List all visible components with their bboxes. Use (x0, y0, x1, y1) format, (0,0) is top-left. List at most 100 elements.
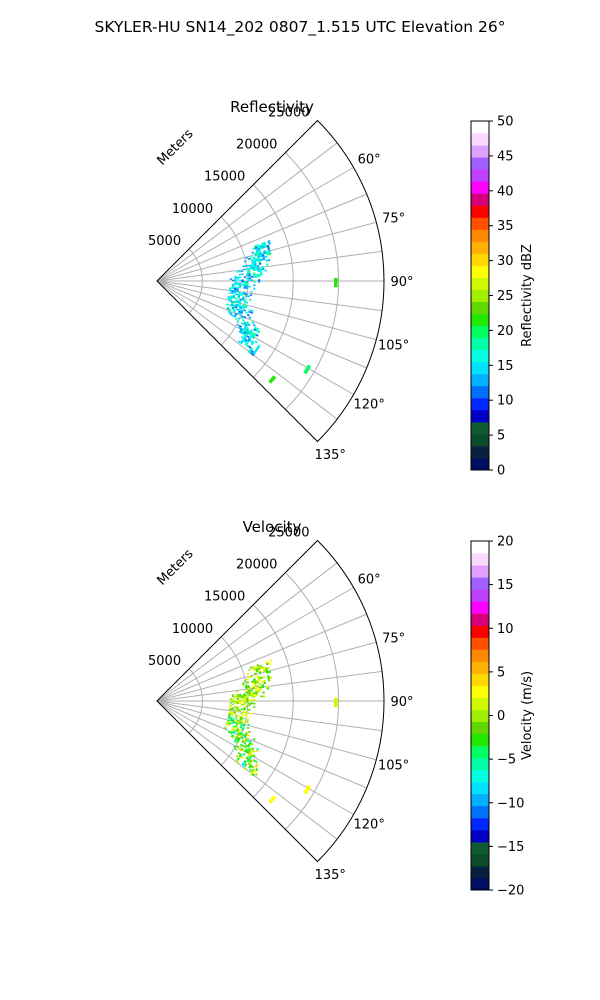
echo-gate (229, 288, 232, 291)
colorbar-step (471, 349, 489, 363)
echo-gate (231, 287, 235, 290)
echo-gate (234, 716, 238, 719)
echo-gate (236, 701, 240, 703)
echo-gate (255, 668, 259, 671)
echo-gate (263, 251, 267, 255)
echo-gate (234, 297, 238, 300)
echo-gate (255, 670, 259, 673)
echo-gate (255, 329, 259, 333)
echo-gate (239, 753, 243, 756)
echo-gate (249, 764, 253, 768)
echo-gate (229, 719, 233, 722)
echo-gate (241, 273, 244, 276)
echo-gate (241, 338, 245, 342)
echo-gate (247, 684, 250, 687)
echo-gate (238, 695, 242, 697)
echo-gate (246, 331, 250, 334)
echo-gate (266, 244, 270, 248)
echo-gate (240, 270, 244, 273)
echo-gate (252, 351, 256, 355)
echo-gate (235, 714, 238, 717)
echo-gate (235, 736, 239, 739)
echo-gate (258, 671, 262, 674)
colorbar-step (471, 673, 489, 686)
echo-gate (254, 246, 258, 250)
echo-gate (229, 300, 232, 303)
echo-gate (238, 285, 242, 287)
echo-gate (242, 333, 246, 336)
azimuth-tick-label: 90° (390, 275, 413, 290)
echo-gate (237, 747, 241, 751)
echo-gate (256, 684, 260, 687)
echo-gate (256, 327, 260, 331)
echo-gate (243, 309, 247, 312)
echo-gate (249, 351, 253, 355)
echo-gate (231, 721, 235, 723)
echo-gate (237, 295, 241, 298)
colorbar-tick-label: 25 (497, 289, 514, 304)
colorbar-tick-label: 10 (497, 622, 514, 637)
echo-gate (257, 677, 261, 680)
echo-gate (225, 723, 229, 726)
echo-gate (257, 273, 261, 276)
echo-gate (231, 734, 235, 737)
colorbar-step (471, 121, 489, 134)
colorbar-tick-label: 50 (497, 115, 514, 130)
echo-gate (244, 749, 248, 753)
echo-gate (266, 675, 270, 678)
azimuth-gridline (156, 280, 354, 395)
echo-gate (245, 694, 249, 697)
echo-gate (248, 668, 251, 672)
echo-gate (249, 675, 253, 678)
echo-gate (234, 702, 237, 704)
echo-gate (262, 695, 265, 698)
echo-gate (232, 725, 236, 728)
echo-gate (256, 346, 260, 350)
echo-gate (249, 264, 253, 267)
echo-gate (247, 676, 251, 679)
echo-gate (261, 267, 265, 270)
echo-gate (245, 757, 249, 760)
echo-gate (233, 721, 237, 724)
colorbar-step (471, 421, 489, 435)
echo-gate (229, 313, 232, 316)
azimuth-tick-label: 75° (382, 212, 405, 227)
colorbar-step (471, 625, 489, 638)
echo-gate (231, 291, 234, 294)
echo-gate (246, 755, 250, 759)
echo-gate (245, 332, 249, 336)
echo-gate (247, 686, 250, 689)
echo-gate (236, 287, 239, 290)
echo-gate (233, 287, 237, 290)
echo-gate (250, 694, 254, 697)
colorbar-tick-label: −15 (497, 840, 524, 855)
echo-gate (228, 289, 232, 292)
echo-gate (233, 729, 237, 732)
echo-gate (255, 690, 258, 693)
colorbar-step (471, 397, 489, 411)
echo-gate (226, 722, 229, 725)
echo-gate (229, 297, 233, 300)
echo-gate (231, 314, 235, 317)
echo-gate (230, 716, 233, 719)
echo-gate (248, 691, 251, 694)
echo-gate (238, 270, 241, 273)
range-tick-label: 10000 (172, 622, 213, 637)
echo-gate (252, 754, 256, 758)
echo-gate (251, 353, 255, 357)
echo-gate (234, 286, 237, 288)
echo-gate (267, 677, 271, 680)
echo-gate (251, 680, 254, 683)
azimuth-tick-label: 75° (382, 632, 405, 647)
echo-gate (242, 319, 245, 322)
isolated-return (270, 377, 275, 382)
echo-gate (251, 336, 255, 340)
echo-gate (241, 283, 244, 286)
echo-gate (263, 249, 266, 253)
echo-gate (262, 241, 266, 245)
echo-gate (238, 283, 242, 286)
colorbar-step (471, 637, 489, 650)
echo-gate (241, 697, 244, 700)
echo-gate (245, 268, 248, 271)
colorbar-step (471, 289, 489, 303)
